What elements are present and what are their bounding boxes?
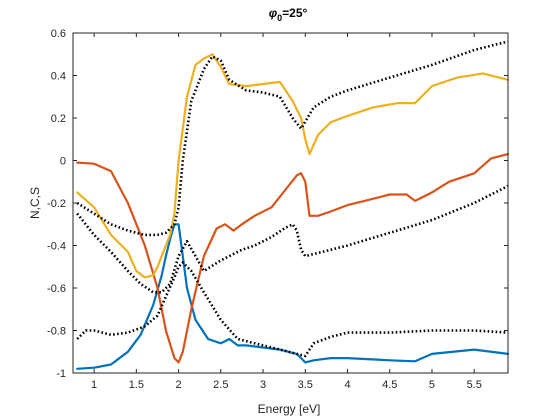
y-tick-label: -1 xyxy=(56,368,66,380)
x-tick-label: 1 xyxy=(91,379,97,391)
x-tick-label: 2 xyxy=(176,379,182,391)
x-axis-label: Energy [eV] xyxy=(258,402,321,416)
y-tick-label: -0.2 xyxy=(47,198,66,210)
y-tick-label: 0 xyxy=(60,156,66,168)
title-subscript: 0 xyxy=(277,13,282,23)
series-line-2 xyxy=(76,153,510,364)
series-line-1 xyxy=(76,223,510,370)
chart-title: φ0=25° xyxy=(269,6,308,23)
y-axis-label: N,C,S xyxy=(28,187,42,219)
x-tick-label: 4.5 xyxy=(382,379,397,391)
y-tick-label: 0.4 xyxy=(51,71,66,83)
y-tick-label: -0.4 xyxy=(47,241,66,253)
x-tick-label: 3.5 xyxy=(298,379,313,391)
x-tick-label: 5.5 xyxy=(467,379,482,391)
y-tick-label: 0.2 xyxy=(51,113,66,125)
series-layer xyxy=(76,40,510,370)
y-tick-label: -0.6 xyxy=(47,283,66,295)
y-tick-label: 0.6 xyxy=(51,28,66,40)
x-tick-label: 5 xyxy=(429,379,435,391)
x-tick-label: 3 xyxy=(260,379,266,391)
axes-layer xyxy=(72,32,509,374)
y-tick-label: -0.8 xyxy=(47,326,66,338)
series-line-6 xyxy=(76,261,509,358)
title-value: =25° xyxy=(282,6,307,20)
series-line-5 xyxy=(76,184,509,294)
x-tick-label: 1.5 xyxy=(129,379,144,391)
x-tick-label: 2.5 xyxy=(213,379,228,391)
title-symbol: φ xyxy=(269,6,278,20)
series-line-3 xyxy=(76,53,510,279)
y-tick-layer: -1 -0.8 -0.6 -0.4 -0.2 0 0.2 0.4 0.6 xyxy=(47,28,508,380)
series-line-4 xyxy=(76,40,509,237)
x-tick-label: 4 xyxy=(344,379,350,391)
x-tick-layer: 1 1.5 2 2.5 3 3.5 4 4.5 5 5.5 xyxy=(91,33,482,391)
plot-box xyxy=(72,32,509,374)
